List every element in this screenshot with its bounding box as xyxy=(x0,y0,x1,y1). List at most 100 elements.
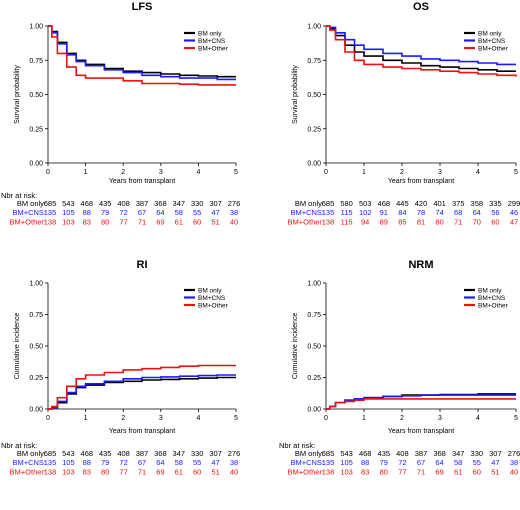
os-x-tick-label: 1 xyxy=(362,169,366,176)
ri-risk-table: Nbr at risk:BM only:685 543 468 435 408 387 36… xyxy=(1,441,240,476)
lfs-x-tick-label: 0 xyxy=(46,169,50,176)
lfs-x-tick-label: 1 xyxy=(84,169,88,176)
os-risk-value: 138 xyxy=(322,217,335,226)
ri-y-tick-label: 1.00 xyxy=(29,281,43,288)
ri-risk-value: 347 xyxy=(173,449,186,458)
lfs-risk-value: 276 xyxy=(228,199,241,208)
lfs-risk-value: 105 xyxy=(62,208,75,217)
nrm-risk-value: 60 xyxy=(473,467,481,476)
lfs-legend-label: BM+CNS xyxy=(198,38,226,45)
ri-risk-value: 64 xyxy=(156,458,164,467)
os-y-tick-label: 1.00 xyxy=(307,24,321,31)
nrm-risk-value: 67 xyxy=(417,458,425,467)
os-x-tick-label: 3 xyxy=(438,169,442,176)
ri-risk-value: 105 xyxy=(62,458,75,467)
ri-risk-value: 103 xyxy=(62,467,75,476)
lfs-risk-table: Nbr at risk:BM only:685 543 468 435 408 387 36… xyxy=(1,191,240,226)
os-legend-label: BM+CNS xyxy=(478,38,506,45)
lfs-risk-value: 69 xyxy=(156,217,164,226)
lfs-risk-value: 80 xyxy=(101,217,109,226)
lfs-risk-value: 55 xyxy=(193,208,201,217)
os-risk-value: 81 xyxy=(417,217,425,226)
os-risk-value: 358 xyxy=(471,199,484,208)
ri-y-label: Cumulative incidence xyxy=(14,313,21,380)
lfs-risk-value: 72 xyxy=(119,208,127,217)
ri-risk-value: 55 xyxy=(193,458,201,467)
os-y-tick-label: 0.75 xyxy=(307,58,321,65)
lfs-risk-value: 543 xyxy=(62,199,75,208)
os-risk-value: 401 xyxy=(433,199,446,208)
nrm-risk-value: 468 xyxy=(359,449,372,458)
nrm-risk-row-label: BM only: xyxy=(295,449,324,458)
ri-risk-row-label: BM only: xyxy=(17,449,46,458)
os-risk-value: 78 xyxy=(417,208,425,217)
lfs-series-2 xyxy=(48,25,236,86)
nrm-risk-value: 330 xyxy=(471,449,484,458)
lfs-x-tick-label: 5 xyxy=(234,169,238,176)
ri-panel: RI 0 1 2 3 4 5 0.00 0.25 0.50 0.75 1.00 Years from t… xyxy=(14,259,238,435)
lfs-risk-value: 64 xyxy=(156,208,164,217)
ri-legend-label: BM+Other xyxy=(198,302,229,309)
nrm-y-tick-label: 0.25 xyxy=(307,375,321,382)
os-risk-row-label: BM only: xyxy=(295,199,324,208)
os-title: OS xyxy=(413,1,429,13)
lfs-legend-label: BM only xyxy=(198,30,222,37)
lfs-x-tick-label: 3 xyxy=(159,169,163,176)
ri-x-tick-label: 3 xyxy=(159,415,163,422)
os-risk-value: 71 xyxy=(454,217,462,226)
nrm-risk-value: 40 xyxy=(510,467,518,476)
ri-risk-value: 276 xyxy=(228,449,241,458)
lfs-risk-value: 77 xyxy=(119,217,127,226)
nrm-legend-label: BM+CNS xyxy=(478,295,506,302)
ri-series-0 xyxy=(48,376,236,410)
nrm-risk-header: Nbr at risk: xyxy=(279,441,315,450)
nrm-risk-value: 61 xyxy=(454,467,462,476)
os-risk-value: 56 xyxy=(491,208,499,217)
ri-series-2 xyxy=(48,364,236,410)
nrm-risk-value: 368 xyxy=(433,449,446,458)
lfs-risk-value: 330 xyxy=(191,199,204,208)
ri-risk-value: 79 xyxy=(101,458,109,467)
lfs-risk-value: 60 xyxy=(193,217,201,226)
nrm-risk-value: 64 xyxy=(435,458,443,467)
os-risk-value: 94 xyxy=(361,217,369,226)
os-risk-value: 445 xyxy=(396,199,409,208)
nrm-risk-value: 347 xyxy=(452,449,465,458)
os-risk-value: 115 xyxy=(341,217,353,226)
ri-x-tick-label: 0 xyxy=(46,415,50,422)
ri-risk-value: 80 xyxy=(101,467,109,476)
os-series-1 xyxy=(326,25,516,66)
ri-risk-value: 72 xyxy=(119,458,127,467)
ri-x-tick-label: 4 xyxy=(196,415,200,422)
os-risk-value: 47 xyxy=(510,217,518,226)
os-risk-value: 64 xyxy=(473,208,481,217)
nrm-risk-value: 105 xyxy=(340,458,353,467)
lfs-risk-value: 38 xyxy=(230,208,238,217)
ri-risk-value: 408 xyxy=(117,449,130,458)
lfs-y-tick-label: 0.25 xyxy=(29,126,43,133)
os-x-tick-label: 2 xyxy=(400,169,404,176)
os-risk-value: 91 xyxy=(380,208,388,217)
ri-risk-value: 685 xyxy=(44,449,57,458)
ri-risk-value: 307 xyxy=(209,449,222,458)
lfs-risk-value: 435 xyxy=(99,199,112,208)
os-risk-value: 60 xyxy=(491,217,499,226)
nrm-risk-value: 71 xyxy=(417,467,425,476)
lfs-risk-value: 408 xyxy=(117,199,130,208)
ri-title: RI xyxy=(137,259,148,271)
ri-risk-value: 368 xyxy=(154,449,167,458)
nrm-risk-value: 47 xyxy=(491,458,499,467)
ri-risk-value: 40 xyxy=(230,467,238,476)
os-y-label: Survival probability xyxy=(292,65,299,124)
ri-risk-value: 330 xyxy=(191,449,204,458)
os-legend-label: BM+Other xyxy=(478,45,509,52)
nrm-series-2 xyxy=(326,398,516,410)
ri-risk-value: 60 xyxy=(193,467,201,476)
os-risk-row-label: BM+CNS: xyxy=(290,208,324,217)
lfs-risk-row-label: BM only: xyxy=(17,199,46,208)
nrm-risk-row-label: BM+CNS: xyxy=(290,458,324,467)
lfs-risk-value: 79 xyxy=(101,208,109,217)
lfs-y-tick-label: 1.00 xyxy=(29,24,43,31)
nrm-risk-value: 55 xyxy=(473,458,481,467)
